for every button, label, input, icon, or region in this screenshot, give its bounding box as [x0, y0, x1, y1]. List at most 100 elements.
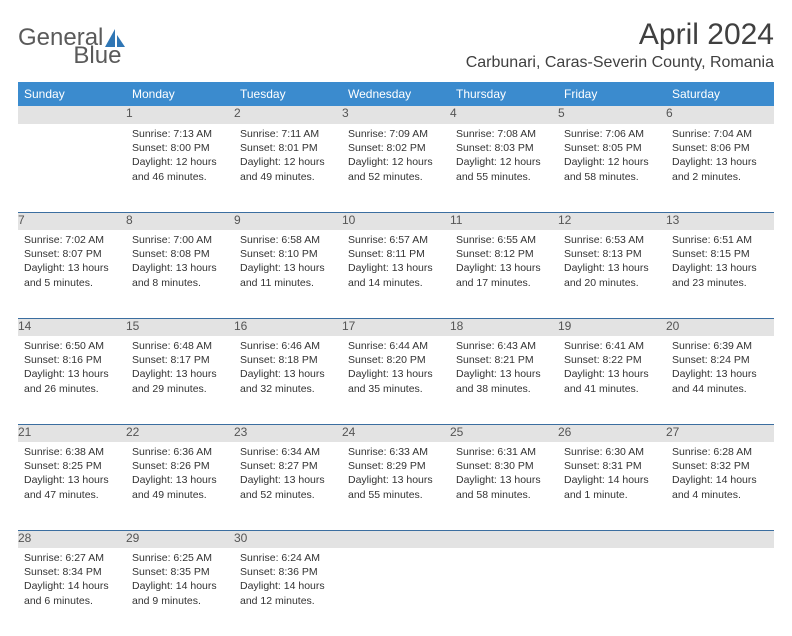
- day-number: 6: [666, 106, 774, 124]
- detail-line: Sunset: 8:22 PM: [564, 353, 660, 367]
- detail-line: and 55 minutes.: [456, 170, 552, 184]
- day-number: 3: [342, 106, 450, 124]
- day-details: Sunrise: 6:44 AMSunset: 8:20 PMDaylight:…: [342, 336, 450, 400]
- day-details: Sunrise: 7:11 AMSunset: 8:01 PMDaylight:…: [234, 124, 342, 188]
- day-number: 16: [234, 318, 342, 336]
- day-number: 25: [450, 424, 558, 442]
- detail-line: Sunrise: 7:08 AM: [456, 127, 552, 141]
- detail-line: Sunrise: 7:02 AM: [24, 233, 120, 247]
- detail-line: and 11 minutes.: [240, 276, 336, 290]
- detail-line: and 44 minutes.: [672, 382, 768, 396]
- detail-line: Sunset: 8:06 PM: [672, 141, 768, 155]
- day-cell: Sunrise: 6:27 AMSunset: 8:34 PMDaylight:…: [18, 548, 126, 636]
- day-number: 29: [126, 530, 234, 548]
- detail-line: Sunrise: 6:41 AM: [564, 339, 660, 353]
- day-cell: Sunrise: 6:25 AMSunset: 8:35 PMDaylight:…: [126, 548, 234, 636]
- detail-line: and 26 minutes.: [24, 382, 120, 396]
- detail-line: Sunrise: 6:33 AM: [348, 445, 444, 459]
- day-cell: Sunrise: 7:00 AMSunset: 8:08 PMDaylight:…: [126, 230, 234, 318]
- day-number: 5: [558, 106, 666, 124]
- detail-line: Daylight: 14 hours: [672, 473, 768, 487]
- detail-line: and 58 minutes.: [456, 488, 552, 502]
- day-number: [558, 530, 666, 548]
- day-details: Sunrise: 6:58 AMSunset: 8:10 PMDaylight:…: [234, 230, 342, 294]
- daynum-row: 123456: [18, 106, 774, 124]
- day-number: 13: [666, 212, 774, 230]
- detail-line: and 49 minutes.: [132, 488, 228, 502]
- detail-line: Sunrise: 6:57 AM: [348, 233, 444, 247]
- detail-line: Daylight: 14 hours: [132, 579, 228, 593]
- detail-line: Sunset: 8:32 PM: [672, 459, 768, 473]
- detail-line: Daylight: 13 hours: [240, 473, 336, 487]
- day-number: 23: [234, 424, 342, 442]
- detail-line: Sunrise: 7:00 AM: [132, 233, 228, 247]
- day-details: [558, 548, 666, 555]
- day-details: Sunrise: 6:57 AMSunset: 8:11 PMDaylight:…: [342, 230, 450, 294]
- day-number: 20: [666, 318, 774, 336]
- day-details: Sunrise: 6:41 AMSunset: 8:22 PMDaylight:…: [558, 336, 666, 400]
- day-details: [342, 548, 450, 555]
- detail-line: Daylight: 13 hours: [132, 473, 228, 487]
- detail-line: and 35 minutes.: [348, 382, 444, 396]
- detail-line: Sunset: 8:24 PM: [672, 353, 768, 367]
- detail-line: and 29 minutes.: [132, 382, 228, 396]
- detail-line: Sunset: 8:01 PM: [240, 141, 336, 155]
- detail-line: Sunset: 8:27 PM: [240, 459, 336, 473]
- day-details: Sunrise: 6:48 AMSunset: 8:17 PMDaylight:…: [126, 336, 234, 400]
- day-cell: Sunrise: 6:39 AMSunset: 8:24 PMDaylight:…: [666, 336, 774, 424]
- brand-part2: Blue: [73, 42, 121, 70]
- detail-line: Sunset: 8:30 PM: [456, 459, 552, 473]
- day-details: Sunrise: 7:02 AMSunset: 8:07 PMDaylight:…: [18, 230, 126, 294]
- day-details: Sunrise: 6:39 AMSunset: 8:24 PMDaylight:…: [666, 336, 774, 400]
- detail-line: Sunrise: 6:30 AM: [564, 445, 660, 459]
- day-details: Sunrise: 6:55 AMSunset: 8:12 PMDaylight:…: [450, 230, 558, 294]
- day-header-row: SundayMondayTuesdayWednesdayThursdayFrid…: [18, 82, 774, 106]
- day-number: 19: [558, 318, 666, 336]
- day-details: Sunrise: 7:09 AMSunset: 8:02 PMDaylight:…: [342, 124, 450, 188]
- day-details: Sunrise: 6:38 AMSunset: 8:25 PMDaylight:…: [18, 442, 126, 506]
- detail-line: Sunset: 8:35 PM: [132, 565, 228, 579]
- detail-line: and 9 minutes.: [132, 594, 228, 608]
- detail-line: Sunset: 8:17 PM: [132, 353, 228, 367]
- day-cell: Sunrise: 7:11 AMSunset: 8:01 PMDaylight:…: [234, 124, 342, 212]
- day-header: Saturday: [666, 82, 774, 106]
- location: Carbunari, Caras-Severin County, Romania: [466, 54, 774, 72]
- daynum-row: 14151617181920: [18, 318, 774, 336]
- day-number: 11: [450, 212, 558, 230]
- day-number: 17: [342, 318, 450, 336]
- day-number: 28: [18, 530, 126, 548]
- day-number: 2: [234, 106, 342, 124]
- detail-line: Sunrise: 6:44 AM: [348, 339, 444, 353]
- day-details: Sunrise: 6:53 AMSunset: 8:13 PMDaylight:…: [558, 230, 666, 294]
- detail-line: Sunrise: 6:24 AM: [240, 551, 336, 565]
- detail-line: Daylight: 13 hours: [348, 367, 444, 381]
- detail-line: Sunrise: 7:04 AM: [672, 127, 768, 141]
- day-details: Sunrise: 6:25 AMSunset: 8:35 PMDaylight:…: [126, 548, 234, 612]
- detail-line: Sunset: 8:11 PM: [348, 247, 444, 261]
- detail-line: Sunset: 8:26 PM: [132, 459, 228, 473]
- day-number: 30: [234, 530, 342, 548]
- detail-line: Sunrise: 7:09 AM: [348, 127, 444, 141]
- day-details: Sunrise: 6:28 AMSunset: 8:32 PMDaylight:…: [666, 442, 774, 506]
- day-details: Sunrise: 7:04 AMSunset: 8:06 PMDaylight:…: [666, 124, 774, 188]
- detail-line: Daylight: 13 hours: [456, 367, 552, 381]
- day-details: Sunrise: 6:24 AMSunset: 8:36 PMDaylight:…: [234, 548, 342, 612]
- detail-line: Sunrise: 6:31 AM: [456, 445, 552, 459]
- detail-line: and 6 minutes.: [24, 594, 120, 608]
- daynum-row: 282930: [18, 530, 774, 548]
- detail-line: Sunrise: 6:55 AM: [456, 233, 552, 247]
- day-cell: Sunrise: 6:57 AMSunset: 8:11 PMDaylight:…: [342, 230, 450, 318]
- day-cell: Sunrise: 6:38 AMSunset: 8:25 PMDaylight:…: [18, 442, 126, 530]
- day-details: Sunrise: 6:46 AMSunset: 8:18 PMDaylight:…: [234, 336, 342, 400]
- day-details: Sunrise: 6:30 AMSunset: 8:31 PMDaylight:…: [558, 442, 666, 506]
- detail-line: Sunrise: 6:50 AM: [24, 339, 120, 353]
- day-cell: [18, 124, 126, 212]
- day-cell: Sunrise: 7:08 AMSunset: 8:03 PMDaylight:…: [450, 124, 558, 212]
- detail-line: and 8 minutes.: [132, 276, 228, 290]
- detail-line: and 5 minutes.: [24, 276, 120, 290]
- detail-line: and 1 minute.: [564, 488, 660, 502]
- day-number: 26: [558, 424, 666, 442]
- day-cell: Sunrise: 6:36 AMSunset: 8:26 PMDaylight:…: [126, 442, 234, 530]
- day-details: Sunrise: 6:34 AMSunset: 8:27 PMDaylight:…: [234, 442, 342, 506]
- detail-line: Daylight: 13 hours: [672, 155, 768, 169]
